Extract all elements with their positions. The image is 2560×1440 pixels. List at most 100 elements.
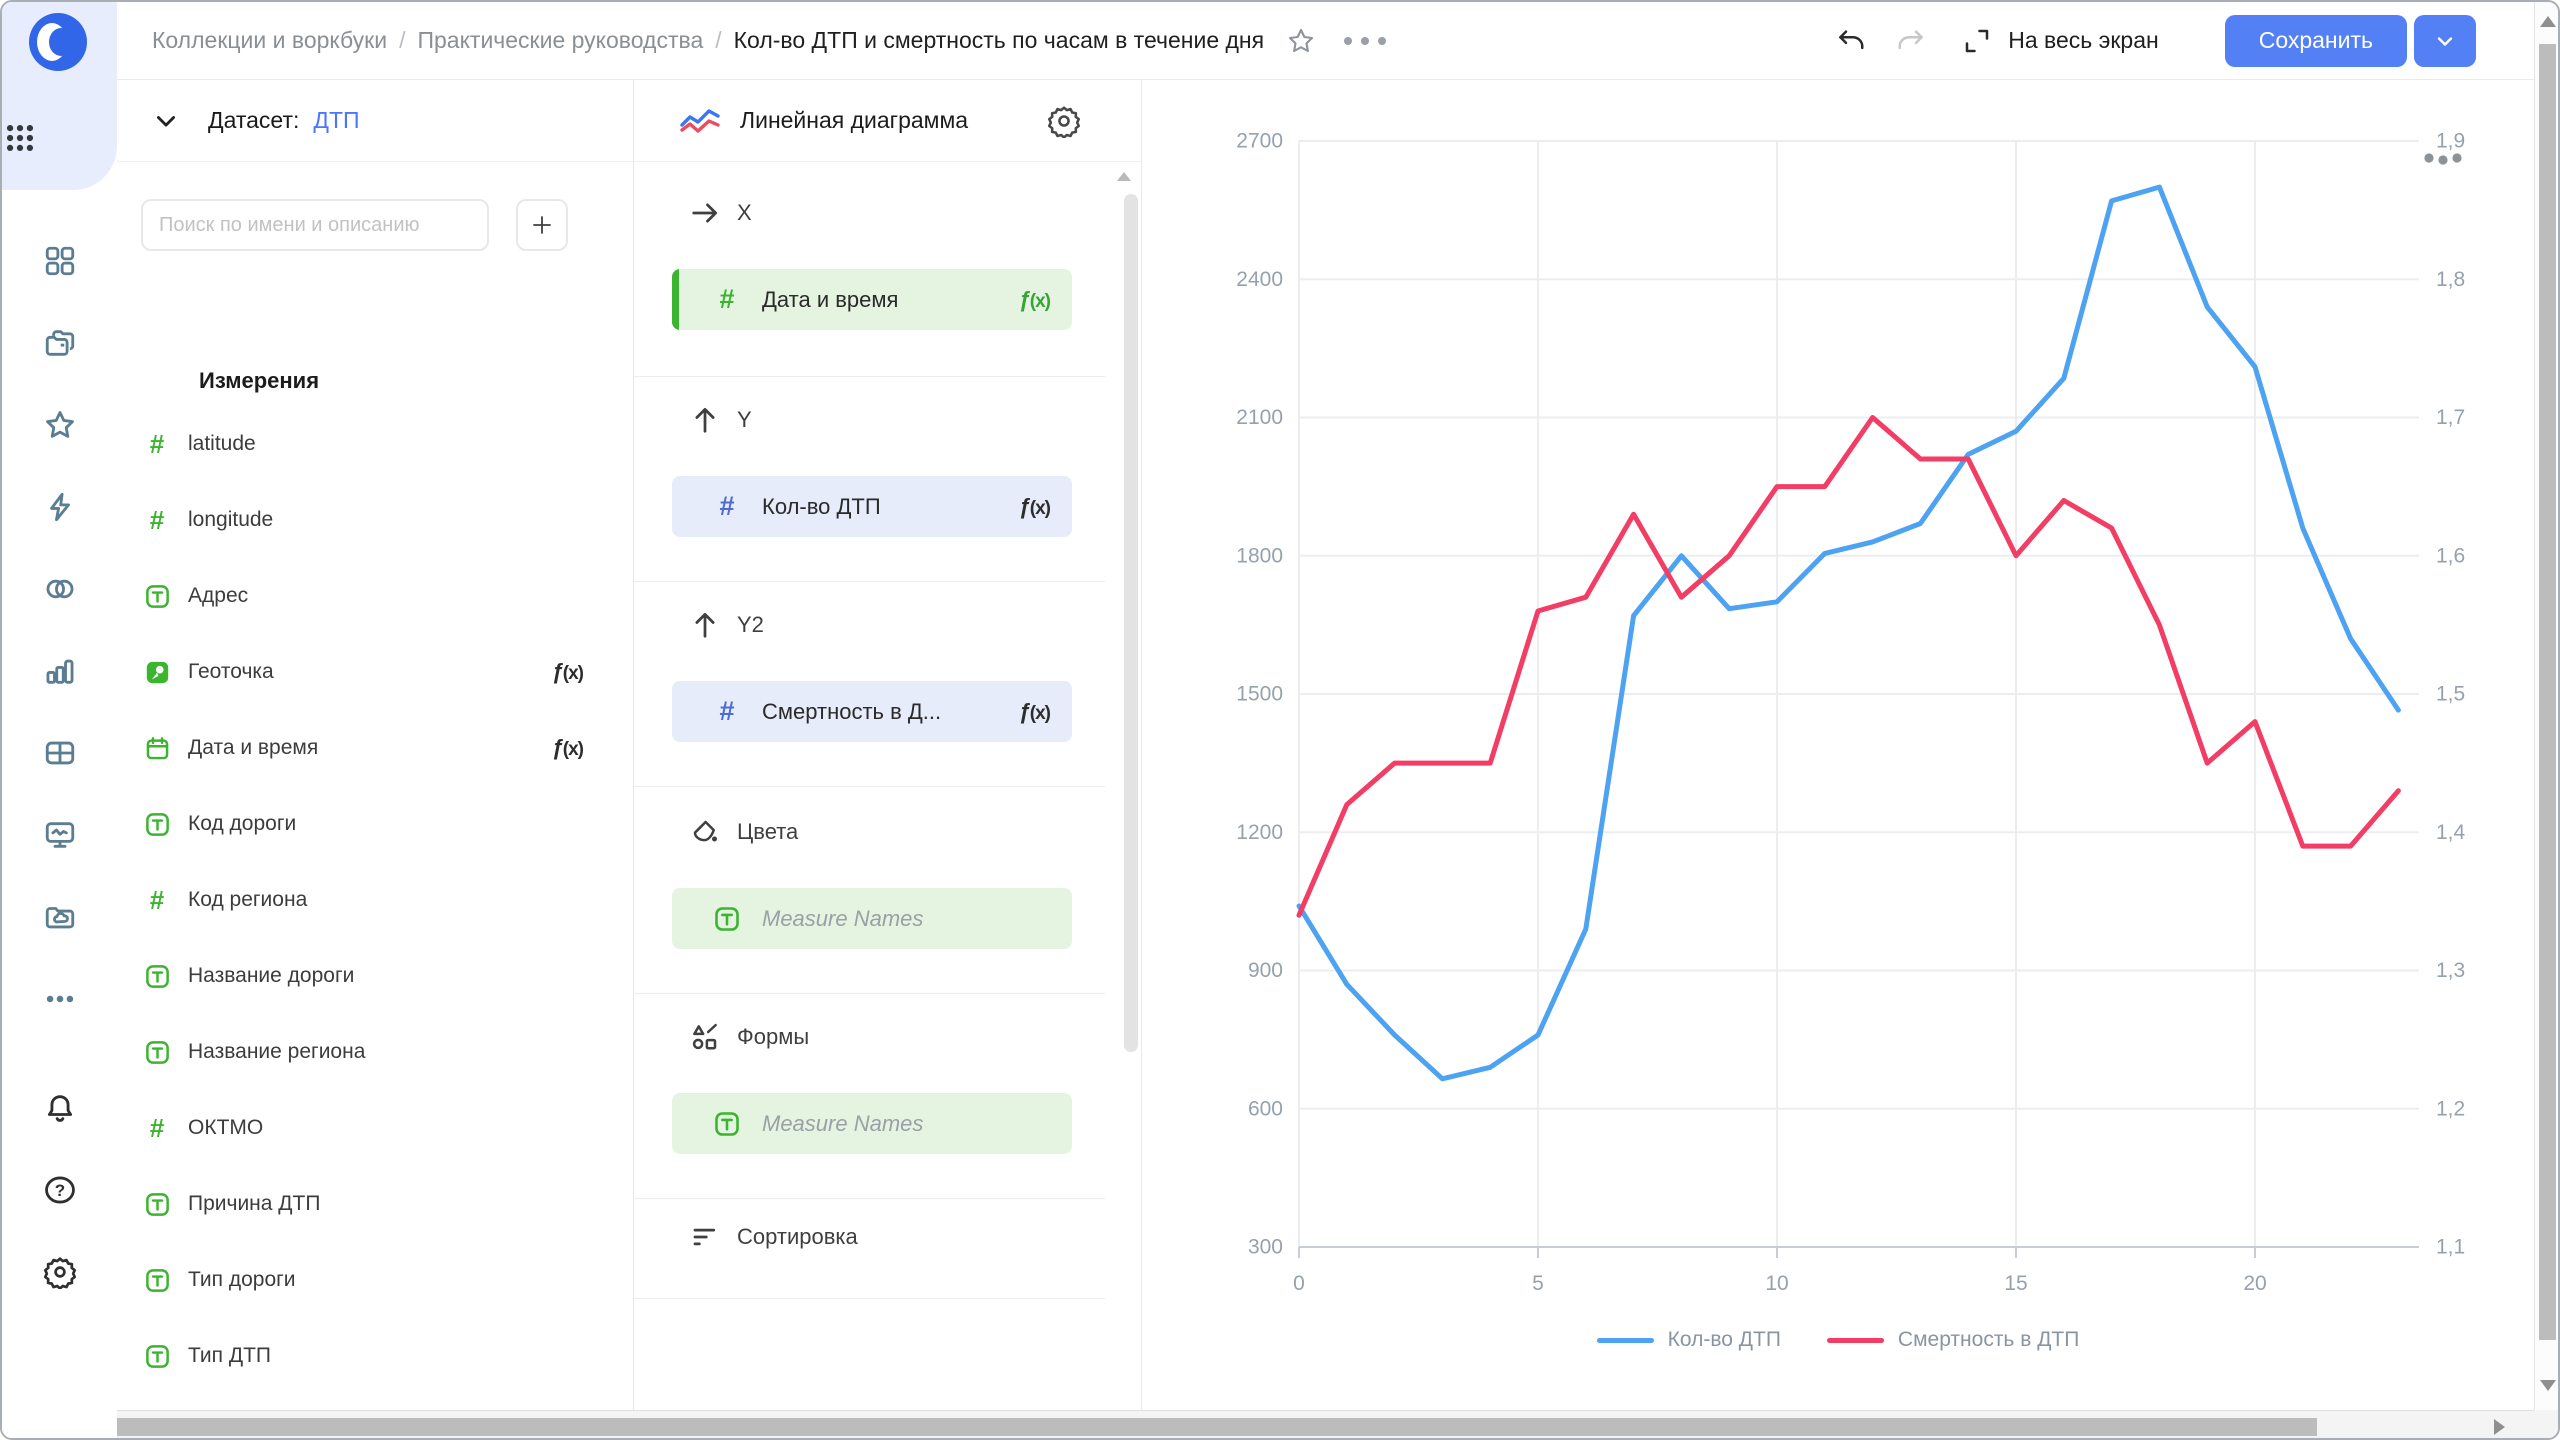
topbar-actions: На весь экран Сохранить [1836, 14, 2476, 67]
legend-dash-icon [1596, 1337, 1654, 1343]
formula-fx-icon: ƒ(x) [551, 659, 585, 684]
sidebar-item-connections[interactable] [42, 573, 78, 609]
dataset-field-row[interactable]: Название региона [117, 1014, 617, 1090]
more-menu-icon[interactable] [1344, 36, 1387, 45]
folders-icon [43, 326, 77, 365]
hash-field-icon: # [149, 505, 165, 535]
section-colors: Цвета [634, 817, 1142, 847]
horizontal-scroll-thumb[interactable] [97, 1418, 2317, 1436]
sidebar-item-charts[interactable] [42, 655, 78, 691]
shapes-field-pill[interactable]: Measure Names [672, 1093, 1072, 1154]
sidebar-item-settings[interactable] [42, 1256, 78, 1292]
sidebar-item-notifications[interactable] [42, 1092, 78, 1128]
fullscreen-label[interactable]: На весь экран [2008, 27, 2159, 53]
dimensions-section-title: Измерения [199, 368, 320, 393]
sidebar-item-favorites[interactable] [42, 409, 78, 445]
sidebar-item-workbooks[interactable] [42, 245, 78, 281]
redo-icon[interactable] [1896, 26, 1926, 56]
undo-icon[interactable] [1836, 26, 1866, 56]
dataset-field-row[interactable]: # ОКТМО [117, 1090, 617, 1166]
field-label: Название региона [188, 1040, 366, 1063]
barchart-icon [43, 654, 77, 693]
chart-menu-icon[interactable] [2424, 153, 2462, 165]
dataset-collapse-chevron-icon[interactable] [152, 107, 180, 135]
y2-field-pill[interactable]: # Смертность в Д... ƒ(x) [672, 681, 1072, 742]
save-button[interactable]: Сохранить [2224, 14, 2407, 67]
y-field-pill[interactable]: # Кол-во ДТП ƒ(x) [672, 476, 1072, 537]
y-right-tick-label: 1,3 [2436, 959, 2465, 982]
sidebar-item-quick-actions[interactable] [42, 491, 78, 527]
dataset-field-row[interactable]: # Код региона [117, 862, 617, 938]
y-left-tick-label: 300 [1248, 1236, 1283, 1259]
dataset-name-link[interactable]: ДТП [313, 107, 360, 133]
bolt-icon [43, 490, 77, 529]
fullscreen-icon[interactable] [1962, 26, 1992, 56]
y-right-tick-label: 1,4 [2436, 821, 2466, 844]
hash-icon: # [719, 284, 735, 314]
dataset-field-row[interactable]: # latitude [117, 406, 617, 482]
config-scrollbar[interactable] [1124, 194, 1138, 1052]
monitor-icon [43, 818, 77, 857]
dots-icon [43, 982, 77, 1021]
sidebar-item-dashboards[interactable] [42, 819, 78, 855]
field-label: Код дороги [188, 812, 297, 835]
field-search-input[interactable] [141, 199, 489, 251]
section-x-label: X [737, 200, 752, 225]
dataset-field-row[interactable]: Геоточка ƒ(x) [117, 634, 617, 710]
series-line-1[interactable] [1296, 415, 2401, 918]
colors-field-label: Measure Names [762, 905, 924, 931]
scroll-right-icon[interactable] [2494, 1419, 2505, 1435]
y-field-label: Кол-во ДТП [762, 493, 881, 519]
sort-icon [690, 1222, 720, 1252]
text-field-icon [142, 963, 172, 990]
dataset-field-row[interactable]: Дата и время ƒ(x) [117, 710, 617, 786]
legend-item[interactable]: Кол-во ДТП [1596, 1328, 1781, 1352]
dataset-panel-header: Датасет: ДТП [117, 80, 633, 162]
text-field-icon [142, 1191, 172, 1218]
dataset-field-row[interactable]: # longitude [117, 482, 617, 558]
line-chart-canvas[interactable]: 300 1,1 600 1,2 900 1,3 1200 1,4 1500 1,5 1800 1,6 2… [1142, 80, 2534, 1410]
chart-type-label[interactable]: Линейная диаграмма [740, 107, 969, 133]
scroll-down-icon[interactable] [2540, 1380, 2556, 1391]
sidebar-item-datasets[interactable] [42, 737, 78, 773]
line-chart-icon[interactable] [678, 104, 722, 138]
favorite-star-icon[interactable] [1286, 26, 1316, 56]
y-left-tick-label: 2700 [1236, 130, 1283, 153]
section-sort-label: Сортировка [737, 1224, 858, 1249]
colors-field-pill[interactable]: Measure Names [672, 888, 1072, 949]
series-line-0[interactable] [1296, 184, 2401, 1082]
scroll-up-icon[interactable] [2540, 16, 2556, 27]
dataset-field-row[interactable]: Название дороги [117, 938, 617, 1014]
apps-grid-icon[interactable] [2, 120, 38, 156]
dataset-field-row[interactable]: Тип дороги [117, 1242, 617, 1318]
save-dropdown-button[interactable] [2414, 14, 2476, 67]
chart-settings-gear-icon[interactable] [1047, 104, 1081, 138]
breadcrumb-item[interactable]: Коллекции и воркбуки [152, 27, 388, 53]
horizontal-scrollbar[interactable] [2, 1410, 2534, 1438]
datalens-logo[interactable] [28, 12, 88, 72]
y-left-tick-label: 1500 [1236, 683, 1283, 706]
sidebar-item-collections[interactable] [42, 327, 78, 363]
dataset-field-row[interactable]: Причина ДТП [117, 1166, 617, 1242]
x-field-pill[interactable]: # Дата и время ƒ(x) [672, 269, 1072, 330]
x-tick-label: 20 [2243, 1272, 2266, 1295]
vertical-scroll-thumb[interactable] [2539, 44, 2556, 1340]
add-field-button[interactable] [516, 199, 568, 251]
dataset-field-row[interactable]: Код дороги [117, 786, 617, 862]
shapes-field-label: Measure Names [762, 1110, 924, 1136]
breadcrumb-item[interactable]: Практические руководства [417, 27, 704, 53]
vertical-scrollbar[interactable] [2534, 2, 2558, 1410]
dataset-field-row[interactable]: Адрес [117, 558, 617, 634]
dimensions-list: # latitude # longitude Адрес Геоточка ƒ(x) Дата… [117, 406, 617, 1438]
sidebar-item-more[interactable] [42, 983, 78, 1019]
field-label: latitude [188, 432, 256, 455]
breadcrumb-separator: / [399, 27, 406, 53]
sidebar-item-storage[interactable] [42, 901, 78, 937]
hash-field-icon: # [149, 429, 165, 459]
y-right-tick-label: 1,7 [2436, 406, 2465, 429]
hash-field-icon: # [149, 885, 165, 915]
legend-item[interactable]: Смертность в ДТП [1826, 1328, 2079, 1352]
section-y-label: Y [737, 407, 752, 432]
dataset-field-row[interactable]: Тип ДТП [117, 1318, 617, 1394]
sidebar-item-help[interactable]: ? [42, 1174, 78, 1210]
